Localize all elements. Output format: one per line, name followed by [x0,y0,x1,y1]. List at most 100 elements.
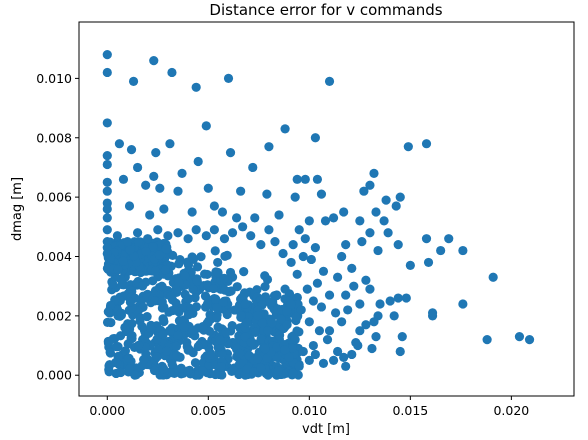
data-point [347,263,357,273]
data-point [341,361,351,371]
data-point [159,204,169,214]
data-point [337,317,347,327]
data-point [167,359,177,369]
data-point [127,319,137,329]
data-point [127,331,137,341]
data-point [250,213,260,223]
data-point [191,225,201,235]
data-point [288,240,298,250]
data-point [302,284,312,294]
data-point [222,309,232,320]
x-tick-label: 0.015 [392,403,428,418]
data-point [253,310,263,321]
y-tick-label: 0.008 [36,130,72,145]
data-point [286,257,296,268]
data-point [359,186,369,196]
data-point [294,361,304,371]
data-point [333,272,343,282]
data-point [395,192,405,202]
data-point [122,237,133,247]
data-point [192,276,202,286]
data-point [288,368,298,378]
data-point [369,317,379,327]
data-point [308,340,318,351]
y-tick-label: 0.006 [36,190,72,205]
data-point [152,352,162,362]
data-point [123,339,133,349]
data-point [343,305,353,315]
data-point [282,320,292,330]
data-point [150,266,161,276]
data-point [389,311,399,321]
data-point [280,284,290,294]
data-point [187,207,197,217]
data-point [215,335,225,345]
data-point [113,264,123,275]
data-point [139,355,149,365]
data-point [105,360,115,370]
data-point [361,275,371,285]
data-point [102,50,112,60]
data-point [328,213,339,223]
y-axis-label: dmag [m] [10,177,25,241]
data-point [304,216,314,226]
data-point [296,305,306,315]
data-point [252,354,263,364]
data-point [196,252,206,262]
data-point [141,246,151,257]
data-point [355,299,365,309]
data-point [124,201,135,211]
y-tick-label: 0.010 [36,71,72,86]
data-point [133,237,144,247]
data-point [102,204,112,214]
data-point [102,225,112,235]
data-point [246,337,256,348]
data-point [369,168,379,178]
data-point [256,334,266,344]
data-point [132,162,143,173]
data-point [223,73,234,83]
data-point [444,234,454,244]
data-point [280,124,290,134]
data-point [158,329,168,340]
data-point [163,231,173,241]
data-point [104,367,114,377]
data-point [183,366,193,376]
data-point [145,210,155,220]
data-point [112,231,122,241]
data-point [236,186,246,196]
data-point [351,337,361,348]
data-point [210,246,220,256]
data-point [179,322,189,332]
data-point [151,148,161,158]
data-point [270,237,280,247]
data-point [153,225,163,235]
data-point [282,306,292,316]
data-point [105,348,116,358]
data-point [256,240,266,250]
data-point [375,299,385,309]
data-point [324,76,335,86]
data-point [120,322,130,333]
data-point [385,296,395,306]
data-point [365,180,375,190]
data-point [287,343,297,353]
data-point [310,133,320,143]
data-point [210,369,220,380]
data-point [170,305,180,315]
data-point [286,299,296,309]
data-point [188,254,199,265]
data-point [161,244,171,254]
data-point [143,234,153,244]
data-point [126,145,137,155]
data-points-group [102,50,535,380]
y-tick-label: 0.002 [36,308,72,323]
data-point [318,358,329,368]
data-point [148,276,158,286]
data-point [290,335,300,345]
data-point [312,174,323,184]
data-point [264,225,274,235]
data-point [183,234,193,244]
data-point [393,240,403,250]
data-point [154,250,165,260]
